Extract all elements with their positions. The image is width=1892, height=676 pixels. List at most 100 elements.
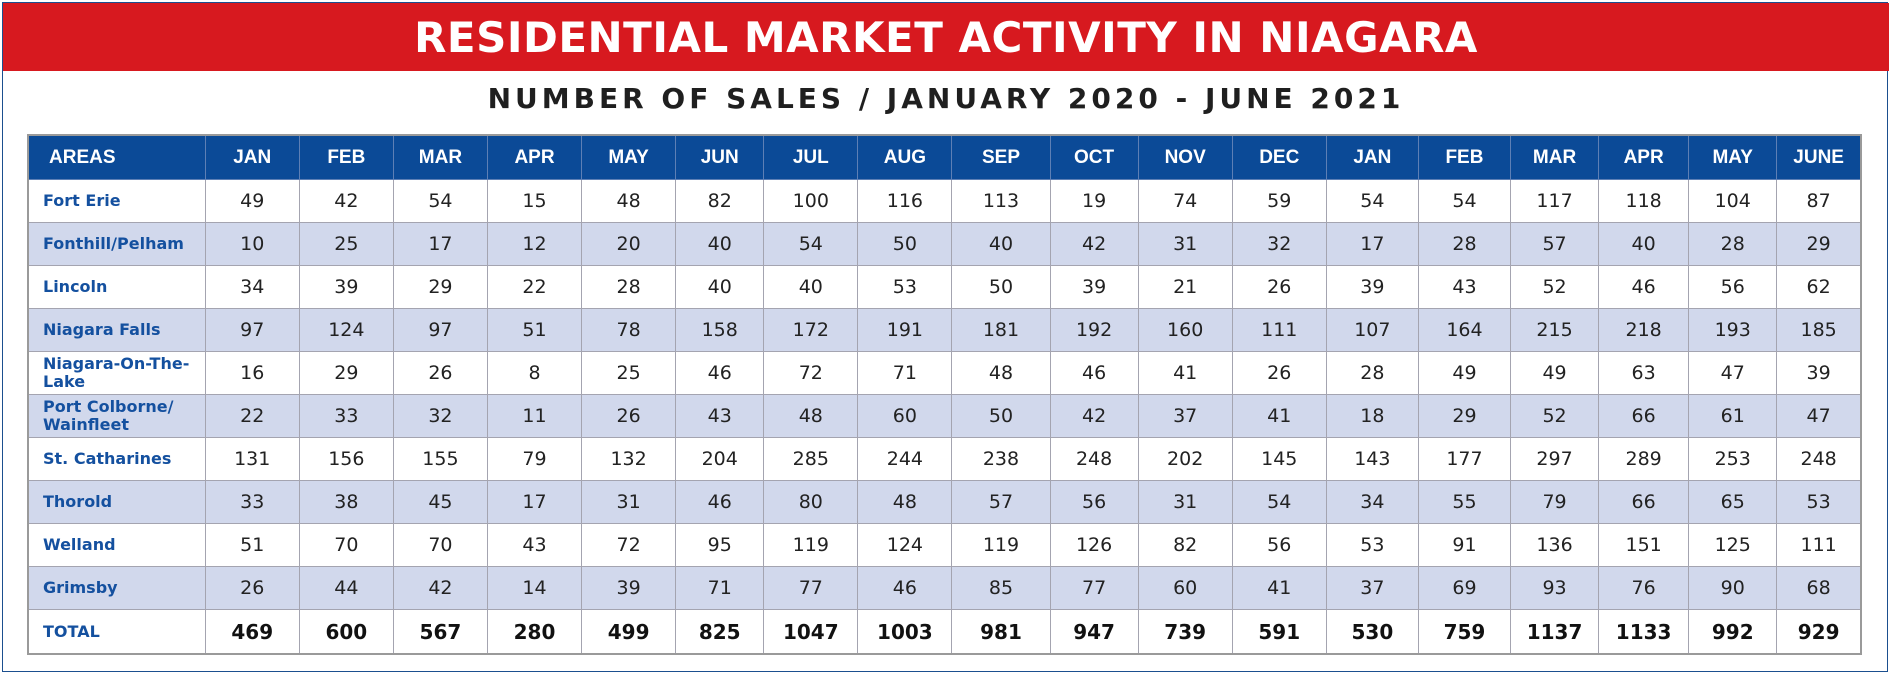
area-name: Niagara-On-The-Lake <box>27 351 206 395</box>
sales-cell: 22 <box>204 394 300 438</box>
sales-cell: 82 <box>675 179 765 223</box>
sales-cell: 90 <box>1688 566 1778 610</box>
sales-cell: 17 <box>486 480 583 524</box>
table-row: Lincoln 34 39 29 22 28 40 40 53 50 39 21 26 39 43 52 46 5… <box>27 265 1862 309</box>
sales-cell: 145 <box>1231 437 1327 481</box>
sales-cell: 33 <box>298 394 394 438</box>
sales-cell: 54 <box>1325 179 1419 223</box>
total-cell: 499 <box>581 609 677 655</box>
sales-cell: 40 <box>951 222 1051 266</box>
sales-cell: 8 <box>486 351 583 395</box>
header-month: FEB <box>1417 134 1512 180</box>
sales-cell: 177 <box>1417 437 1512 481</box>
area-name: Niagara Falls <box>27 308 206 352</box>
sales-cell: 47 <box>1688 351 1778 395</box>
sales-cell: 202 <box>1137 437 1233 481</box>
sales-cell: 66 <box>1598 480 1690 524</box>
sales-cell: 53 <box>1325 523 1419 567</box>
sales-cell: 72 <box>581 523 677 567</box>
sales-cell: 25 <box>298 222 394 266</box>
sales-cell: 155 <box>392 437 488 481</box>
table-row: Grimsby 26 44 42 14 39 71 77 46 85 77 60 41 37 69 93 76 9… <box>27 566 1862 610</box>
sales-cell: 43 <box>1417 265 1512 309</box>
sales-cell: 52 <box>1509 265 1600 309</box>
sales-cell: 253 <box>1688 437 1778 481</box>
header-month: APR <box>486 134 583 180</box>
sales-cell: 289 <box>1598 437 1690 481</box>
sales-cell: 79 <box>486 437 583 481</box>
sales-cell: 82 <box>1137 523 1233 567</box>
total-cell: 1003 <box>857 609 953 655</box>
sales-cell: 91 <box>1417 523 1512 567</box>
sales-cell: 28 <box>581 265 677 309</box>
sales-cell: 50 <box>857 222 953 266</box>
table-row: Niagara Falls 97 124 97 51 78 158 172 191 181 192 1… <box>27 308 1862 352</box>
sales-cell: 151 <box>1598 523 1690 567</box>
sales-cell: 160 <box>1137 308 1233 352</box>
sales-cell: 38 <box>298 480 394 524</box>
area-name: Fonthill/Pelham <box>27 222 206 266</box>
sales-cell: 132 <box>581 437 677 481</box>
area-name: Welland <box>27 523 206 567</box>
total-cell: 591 <box>1231 609 1327 655</box>
sales-cell: 17 <box>1325 222 1419 266</box>
sales-cell: 69 <box>1417 566 1512 610</box>
total-cell: 759 <box>1417 609 1512 655</box>
header-month: MAR <box>1509 134 1600 180</box>
sales-cell: 40 <box>763 265 859 309</box>
sales-cell: 80 <box>763 480 859 524</box>
sales-cell: 57 <box>951 480 1051 524</box>
sales-cell: 37 <box>1325 566 1419 610</box>
sales-cell: 87 <box>1776 179 1862 223</box>
header-month: MAY <box>581 134 677 180</box>
sales-cell: 77 <box>1049 566 1139 610</box>
sales-cell: 49 <box>1417 351 1512 395</box>
sales-cell: 39 <box>1325 265 1419 309</box>
sales-cell: 42 <box>392 566 488 610</box>
sales-cell: 33 <box>204 480 300 524</box>
sales-cell: 39 <box>1049 265 1139 309</box>
sales-cell: 50 <box>951 394 1051 438</box>
sales-cell: 60 <box>857 394 953 438</box>
sales-cell: 48 <box>581 179 677 223</box>
sales-cell: 52 <box>1509 394 1600 438</box>
sales-cell: 68 <box>1776 566 1862 610</box>
sales-cell: 20 <box>581 222 677 266</box>
sales-cell: 49 <box>204 179 300 223</box>
sales-cell: 32 <box>392 394 488 438</box>
sales-cell: 31 <box>581 480 677 524</box>
sales-cell: 39 <box>298 265 394 309</box>
area-name: Lincoln <box>27 265 206 309</box>
sales-cell: 111 <box>1231 308 1327 352</box>
sales-cell: 54 <box>1417 179 1512 223</box>
sales-cell: 28 <box>1688 222 1778 266</box>
total-cell: 739 <box>1137 609 1233 655</box>
sales-cell: 26 <box>1231 265 1327 309</box>
sales-cell: 46 <box>1598 265 1690 309</box>
sales-cell: 41 <box>1231 394 1327 438</box>
sales-cell: 39 <box>581 566 677 610</box>
header-month: JUN <box>675 134 765 180</box>
sales-cell: 29 <box>392 265 488 309</box>
header-month: SEP <box>951 134 1051 180</box>
sales-cell: 46 <box>675 480 765 524</box>
sales-cell: 185 <box>1776 308 1862 352</box>
sales-cell: 113 <box>951 179 1051 223</box>
sales-cell: 21 <box>1137 265 1233 309</box>
sales-cell: 56 <box>1049 480 1139 524</box>
total-label: TOTAL <box>27 609 206 655</box>
sales-cell: 11 <box>486 394 583 438</box>
header-row: AREAS JAN FEB MAR APR MAY JUN JUL AUG SEP OCT NOV D… <box>27 134 1862 180</box>
sales-cell: 22 <box>486 265 583 309</box>
page-title: RESIDENTIAL MARKET ACTIVITY IN NIAGARA <box>3 3 1889 71</box>
sales-cell: 78 <box>581 308 677 352</box>
sales-cell: 42 <box>1049 394 1139 438</box>
table-row: Fort Erie 49 42 54 15 48 82 100 116 113 19 74 59 54 54… <box>27 179 1862 223</box>
sales-cell: 131 <box>204 437 300 481</box>
sales-cell: 156 <box>298 437 394 481</box>
sales-cell: 164 <box>1417 308 1512 352</box>
sales-cell: 28 <box>1325 351 1419 395</box>
sales-cell: 26 <box>204 566 300 610</box>
total-cell: 992 <box>1688 609 1778 655</box>
sales-cell: 55 <box>1417 480 1512 524</box>
